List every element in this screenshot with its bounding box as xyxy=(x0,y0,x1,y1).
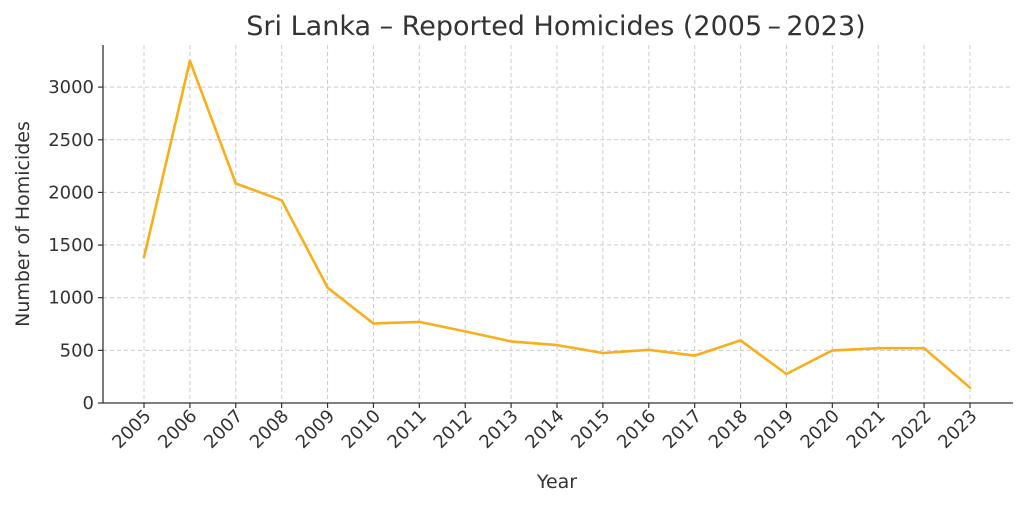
series xyxy=(142,59,972,390)
x-tick-label: 2009 xyxy=(292,406,339,453)
x-tick-label: 2018 xyxy=(705,406,752,453)
x-tick-label: 2011 xyxy=(384,406,431,453)
y-axis-label: Number of Homicides xyxy=(12,121,34,327)
chart-title: Sri Lanka – Reported Homicides (2005 – 2… xyxy=(246,11,865,42)
y-tick-label: 1000 xyxy=(48,288,94,309)
y-ticks: 0 500 1000 1500 2000 2500 3000 xyxy=(48,77,103,414)
x-tick-label: 2017 xyxy=(659,406,706,453)
y-tick-label: 500 xyxy=(60,340,94,361)
y-tick-label: 3000 xyxy=(48,77,94,98)
x-tick-label: 2023 xyxy=(934,406,981,453)
series-line xyxy=(142,59,972,390)
y-tick-label: 0 xyxy=(83,393,94,414)
x-axis-label: Year xyxy=(536,471,577,493)
grid xyxy=(103,45,1013,404)
x-tick-label: 2006 xyxy=(154,406,201,453)
x-tick-label: 2016 xyxy=(613,406,660,453)
x-tick-label: 2012 xyxy=(430,406,477,453)
x-tick-label: 2010 xyxy=(338,406,385,453)
x-tick-label: 2022 xyxy=(888,406,935,453)
x-tick-label: 2013 xyxy=(475,406,522,453)
x-tick-label: 2008 xyxy=(246,406,293,453)
x-tick-label: 2015 xyxy=(567,406,614,453)
y-tick-label: 2500 xyxy=(48,130,94,151)
x-tick-label: 2021 xyxy=(843,406,890,453)
axes xyxy=(102,45,1013,404)
x-tick-label: 2019 xyxy=(751,406,798,453)
y-tick-label: 2000 xyxy=(48,182,94,203)
x-tick-label: 2020 xyxy=(797,406,844,453)
x-tick-label: 2005 xyxy=(108,406,155,453)
y-tick-label: 1500 xyxy=(48,235,94,256)
x-tick-label: 2007 xyxy=(200,406,247,453)
x-tick-label: 2014 xyxy=(521,406,568,453)
x-ticks: 2005200620072008200920102011201220132014… xyxy=(108,403,982,453)
